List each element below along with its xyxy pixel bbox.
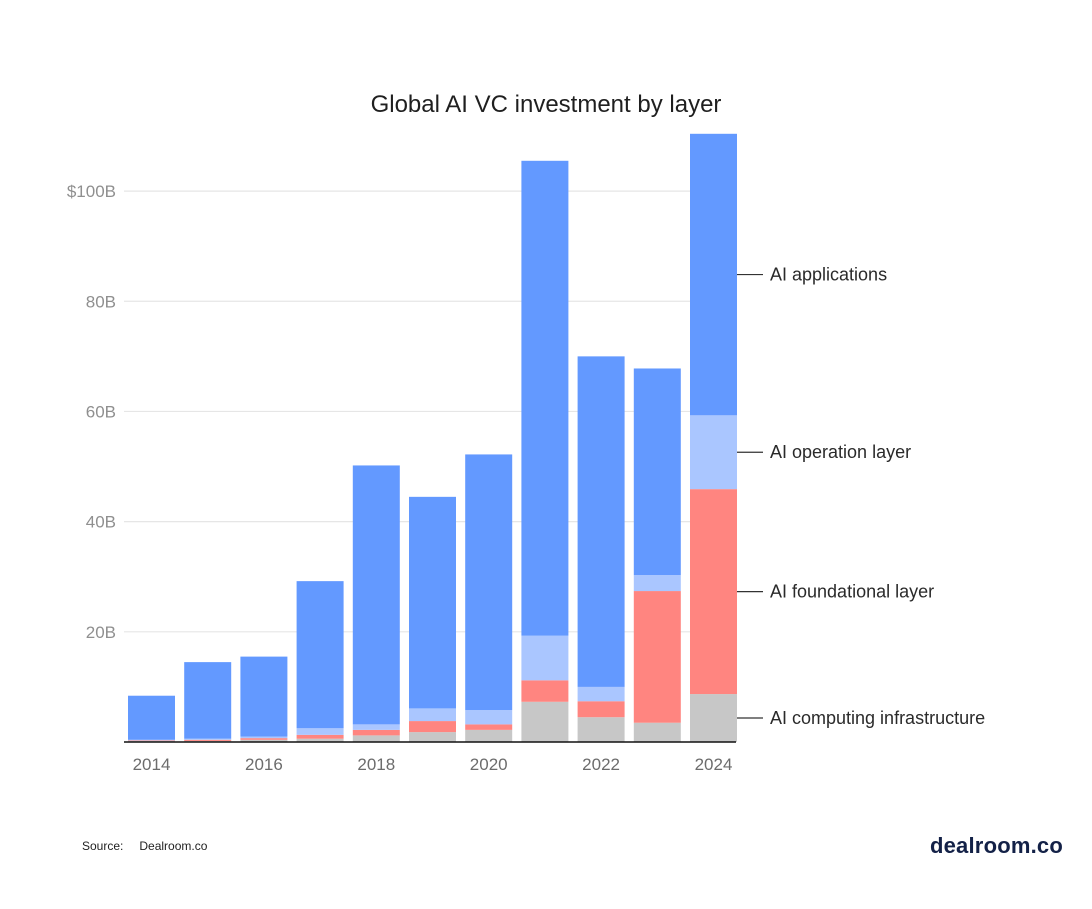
bar-segment-ai-operation-layer [633,575,681,592]
bar-segment-ai-foundational-layer [521,680,569,702]
bar-segment-ai-foundational-layer [409,721,456,733]
bar-segment-ai-operation-layer [352,724,400,730]
bar-segment-ai-applications [465,454,513,711]
bar-segment-ai-applications [690,133,737,416]
bar-segment-ai-applications [184,662,232,739]
bar-segment-ai-applications [521,160,569,636]
bar-segment-ai-operation-layer [690,415,737,490]
y-tick-label: 20B [86,623,116,642]
source-label: Source: [82,839,124,853]
bar-segment-ai-operation-layer [296,728,344,735]
bar-segment-ai-foundational-layer [690,489,737,695]
bar-segment-ai-foundational-layer [352,729,400,736]
bar-segment-ai-applications [577,356,625,687]
bar-segment-ai-computing-infrastructure [577,717,625,742]
dealroom-logo: dealroom.co [929,833,1063,858]
bar-segment-ai-operation-layer [465,710,513,725]
y-tick-label: $100B [67,182,116,201]
bar-segment-ai-computing-infrastructure [633,722,681,742]
bar-segment-ai-applications [352,465,400,725]
bar-segment-ai-foundational-layer [240,738,288,740]
x-tick-label: 2018 [357,755,395,774]
x-tick-label: 2024 [695,755,733,774]
bar-segment-ai-computing-infrastructure [352,735,400,742]
bar-segment-ai-computing-infrastructure [240,739,288,742]
x-tick-label: 2022 [582,755,620,774]
bar-segment-ai-foundational-layer [184,739,232,741]
bar-segment-ai-applications [240,656,288,737]
bar-segment-ai-computing-infrastructure [690,694,737,742]
bar-segment-ai-applications [128,695,175,740]
bar-segment-ai-operation-layer [184,738,232,740]
bar-segment-ai-applications [633,368,681,576]
x-tick-label: 2014 [133,755,171,774]
legend-label-ai-operation-layer: AI operation layer [770,442,911,462]
x-tick-label: 2020 [470,755,508,774]
bar-segment-ai-foundational-layer [633,591,681,723]
bar-segment-ai-operation-layer [128,739,175,741]
bar-segment-ai-computing-infrastructure [521,701,569,742]
legend-label-ai-foundational-layer: AI foundational layer [770,582,934,602]
bar-segment-ai-computing-infrastructure [296,738,344,742]
bar-segment-ai-operation-layer [577,686,625,702]
legend-label-ai-applications: AI applications [770,265,887,285]
y-tick-label: 60B [86,402,116,421]
bar-segment-ai-applications [409,496,456,709]
bar-segment-ai-foundational-layer [296,734,344,739]
bar-segment-ai-operation-layer [521,635,569,681]
legend-label-ai-computing-infrastructure: AI computing infrastructure [770,708,985,728]
bar-segment-ai-foundational-layer [128,740,175,741]
bar-segment-ai-operation-layer [409,708,456,722]
y-tick-label: 40B [86,513,116,532]
bar-segment-ai-applications [296,581,344,729]
bar-segment-ai-computing-infrastructure [465,729,513,742]
x-tick-label: 2016 [245,755,283,774]
chart-title: Global AI VC investment by layer [371,91,722,118]
bar-segment-ai-foundational-layer [577,701,625,718]
source-value: Dealroom.co [139,839,208,853]
source-note: Source: Dealroom.co [82,839,207,853]
bar-segment-ai-computing-infrastructure [409,732,456,742]
bar-segment-ai-foundational-layer [465,724,513,730]
bar-segment-ai-operation-layer [240,736,288,739]
y-tick-label: 80B [86,292,116,311]
